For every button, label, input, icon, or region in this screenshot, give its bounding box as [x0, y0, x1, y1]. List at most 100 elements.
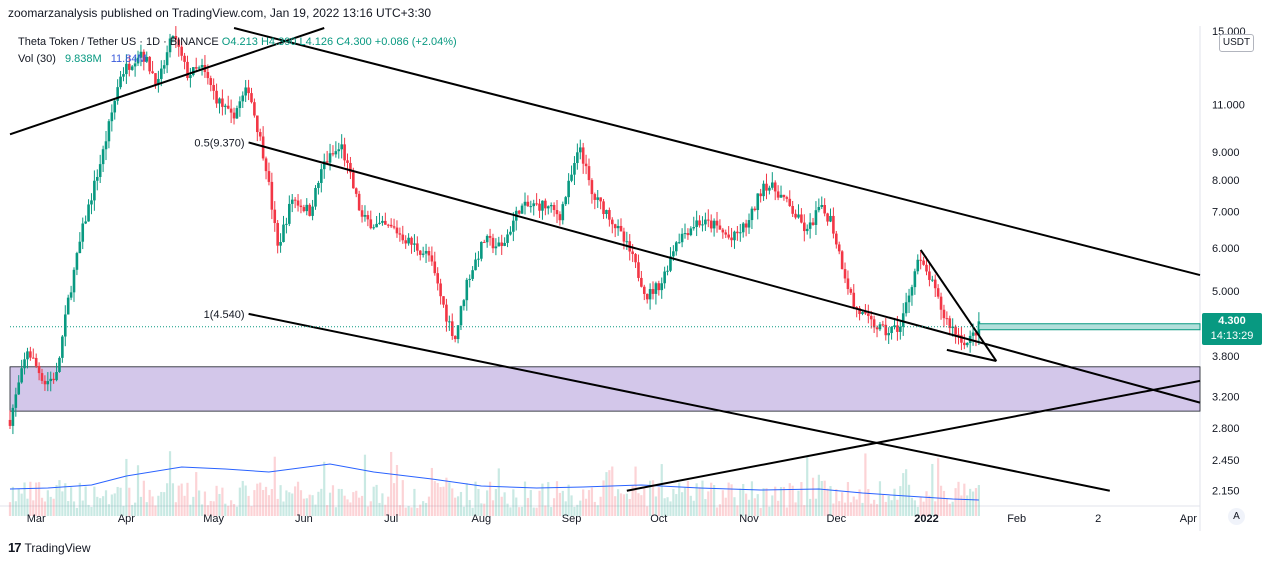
upper-channel-line [233, 27, 1201, 277]
currency-button[interactable]: USDT [1219, 34, 1254, 52]
candle-body [250, 93, 253, 103]
candle-body [430, 255, 434, 262]
candle-body [384, 220, 387, 225]
candle-body [125, 63, 128, 75]
candle-body [357, 193, 361, 211]
candle-body [101, 149, 105, 165]
volume-bar [550, 507, 553, 516]
candle-body [375, 223, 378, 228]
volume-bar [346, 499, 349, 516]
volume-bar [841, 492, 844, 516]
candle-body [672, 251, 675, 257]
volume-value: 9.838M [64, 53, 102, 65]
volume-bar [910, 497, 914, 516]
volume-bar [599, 496, 602, 516]
candle-body [677, 242, 681, 244]
candle-body [788, 198, 792, 206]
volume-bar [256, 483, 259, 516]
volume-bar [593, 501, 596, 516]
candle-body [66, 297, 70, 315]
candle-body [442, 296, 445, 305]
volume-bar [58, 480, 61, 516]
volume-label[interactable]: Vol (30) [18, 53, 56, 65]
candle-body [113, 100, 117, 113]
volume-bar [800, 482, 803, 516]
candle-body [794, 213, 797, 218]
candle-body [302, 207, 306, 212]
volume-bar [151, 496, 154, 516]
candle-body [180, 46, 183, 56]
candle-body [608, 210, 611, 220]
auto-scale-button[interactable]: A [1228, 508, 1245, 525]
symbol-name[interactable]: Theta Token / Tether US · 1D · BINANCE [18, 36, 219, 48]
volume-bar [96, 496, 99, 516]
candle-body [29, 351, 32, 358]
candle-body [963, 342, 966, 346]
chart-area[interactable]: 0.5(9.370) 1(4.540) 15.000 11.000 9.000 8.000… [0, 26, 1280, 531]
price-chart[interactable]: 0.5(9.370)1(4.540)15.00011.0009.0008.000… [0, 26, 1280, 531]
candle-body [730, 237, 733, 241]
candle-body [625, 241, 629, 243]
candle-body [61, 336, 64, 358]
candle-body [861, 311, 864, 315]
volume-bar [532, 507, 535, 516]
volume-bar [573, 506, 576, 516]
candle-body [965, 342, 969, 346]
candle-body [401, 234, 405, 241]
tradingview-logo-icon: 17 [8, 540, 22, 555]
volume-bar [704, 499, 707, 516]
x-tick-label: 2 [1095, 513, 1101, 525]
candle-body [960, 335, 963, 343]
volume-bar [954, 488, 957, 516]
volume-bar [267, 495, 271, 516]
volume-bar [430, 467, 433, 516]
volume-bar [916, 506, 919, 516]
volume-bar [803, 505, 806, 516]
volume-bar [969, 488, 972, 516]
x-tick-label: 2022 [914, 513, 938, 525]
volume-bar [942, 490, 946, 516]
candle-body [631, 251, 634, 255]
volume-bar [701, 480, 704, 516]
volume-bar [215, 485, 218, 516]
volume-bar [67, 501, 70, 516]
candle-body [93, 180, 96, 201]
candle-body [90, 200, 93, 205]
volume-bar [160, 491, 163, 516]
candle-body [482, 241, 486, 243]
candle-body [81, 223, 85, 242]
volume-bar [52, 498, 55, 516]
candle-body [869, 315, 873, 320]
volume-bar [291, 493, 294, 516]
volume-bar [710, 482, 713, 516]
candle-body [695, 220, 698, 227]
candle-body [206, 72, 210, 79]
candle-body [852, 292, 856, 307]
candle-body [526, 201, 530, 207]
x-tick-label: Sep [562, 513, 582, 525]
volume-bar [893, 488, 896, 516]
candle-body [122, 74, 125, 77]
footer-branding[interactable]: 17 TradingView [8, 540, 91, 555]
volume-bar [398, 505, 401, 516]
candle-body [279, 242, 282, 246]
volume-bar [742, 483, 745, 516]
candle-body [477, 258, 480, 260]
volume-bar [343, 495, 346, 516]
candle-body [517, 210, 521, 214]
volume-bar [75, 507, 79, 516]
candle-body [221, 98, 224, 107]
candle-body [642, 286, 646, 294]
volume-bar [686, 480, 690, 516]
candle-body [26, 351, 29, 360]
candle-body [683, 233, 687, 235]
volume-bar [104, 490, 108, 516]
candle-body [276, 223, 279, 246]
volume-bar [509, 507, 512, 516]
candle-body [942, 309, 946, 319]
volume-bar [227, 505, 230, 516]
candle-body [715, 220, 719, 226]
candle-body [241, 95, 245, 102]
volume-bar [331, 485, 335, 516]
volume-bar [977, 485, 980, 516]
